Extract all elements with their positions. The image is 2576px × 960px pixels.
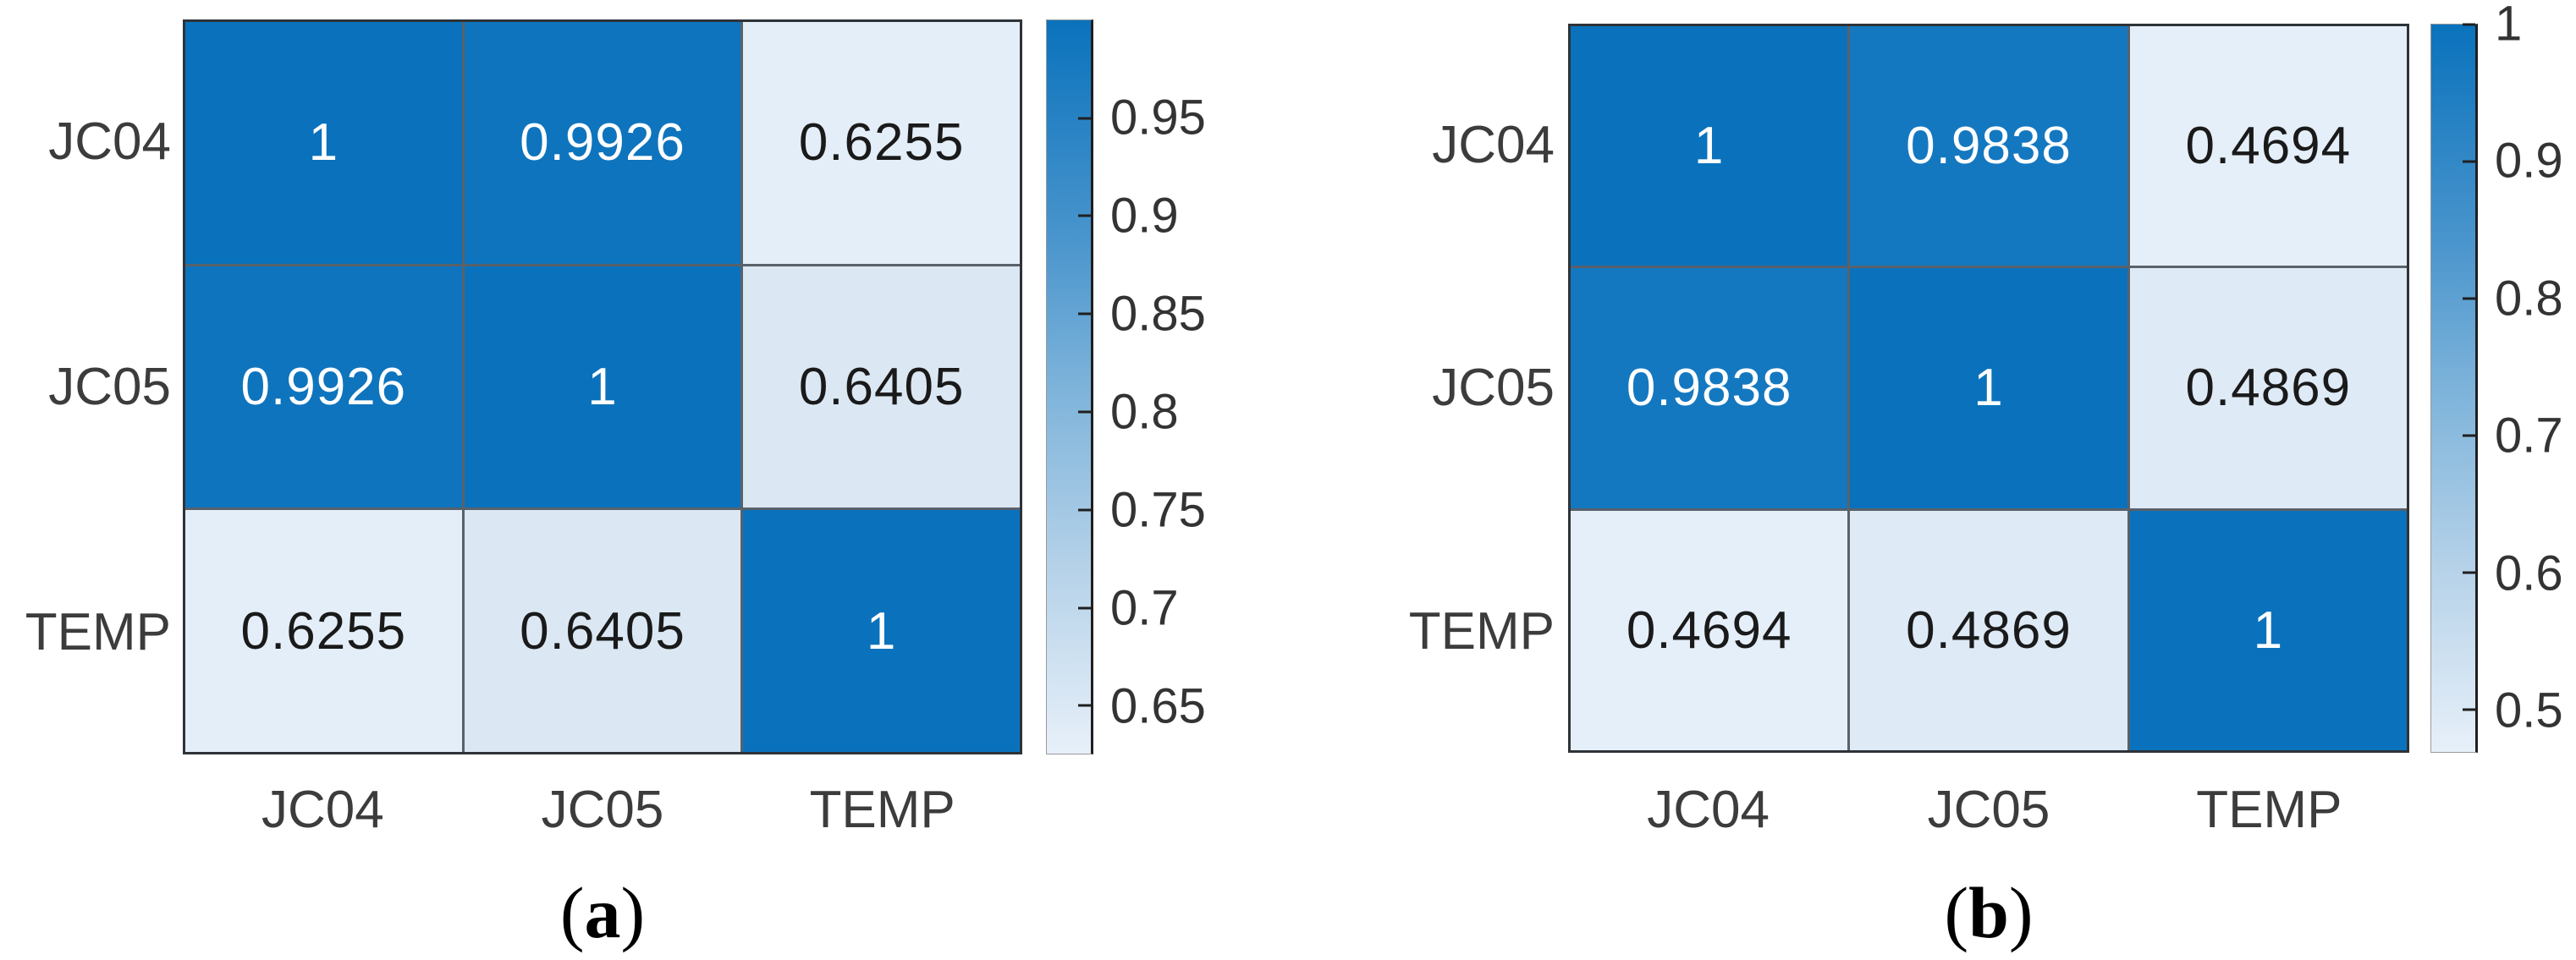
col-label: JC04 — [261, 781, 384, 839]
caption-paren: ) — [620, 872, 646, 953]
heatmap-cell: 0.4869 — [1850, 510, 2127, 750]
heatmap-cell: 0.6255 — [743, 22, 1020, 264]
colorbar-tick — [1078, 704, 1091, 707]
colorbar-tick-label: 0.95 — [1110, 90, 1206, 145]
colorbar-tick — [2463, 571, 2475, 574]
row-label: TEMP — [25, 602, 171, 661]
heatmap-cell: 1 — [185, 22, 462, 264]
colorbar-tick — [1078, 214, 1091, 217]
colorbar-b-tick-labels: 1 0.9 0.8 0.7 0.6 0.5 — [2495, 0, 2576, 753]
panel-b-row-labels: JC04 JC05 TEMP — [1316, 24, 1555, 753]
heatmap-cell: 1 — [464, 266, 741, 508]
colorbar-tick — [1078, 312, 1091, 315]
colorbar-tick — [2463, 434, 2475, 437]
colorbar-tick-label: 0.9 — [1110, 188, 1179, 244]
colorbar-tick — [2463, 297, 2475, 300]
panel-b-col-labels: JC04 JC05 TEMP — [1568, 774, 2409, 846]
caption-paren: ( — [559, 872, 585, 953]
heatmap-cell: 0.4694 — [2129, 26, 2407, 266]
heatmap-cell: 0.9926 — [464, 22, 741, 264]
row-label: JC04 — [48, 112, 171, 172]
caption-paren: ) — [2008, 872, 2034, 953]
heatmap-cell: 0.9838 — [1571, 268, 1848, 508]
col-label: JC05 — [541, 781, 664, 839]
colorbar-tick-label: 0.65 — [1110, 678, 1206, 734]
colorbar-tick — [1078, 410, 1091, 414]
row-label: JC05 — [1432, 359, 1555, 418]
colorbar-tick-label: 0.7 — [1110, 580, 1179, 636]
heatmap-b: 1 0.9838 0.4694 0.9838 1 0.4869 0.4694 0… — [1568, 24, 2409, 753]
colorbar-b — [2430, 23, 2478, 753]
heatmap-cell: 0.6255 — [185, 510, 462, 752]
panel-a-col-labels: JC04 JC05 TEMP — [183, 774, 1022, 846]
colorbar-tick-label: 0.9 — [2495, 133, 2563, 189]
heatmap-cell: 0.9926 — [185, 266, 462, 508]
col-label: TEMP — [809, 781, 955, 839]
row-label: TEMP — [1408, 601, 1555, 661]
colorbar-tick-label: 0.85 — [1110, 286, 1206, 342]
heatmap-cell: 0.9838 — [1850, 26, 2127, 266]
colorbar-tick-label: 0.8 — [1110, 384, 1179, 440]
heatmap-cell: 1 — [2129, 510, 2407, 750]
caption-letter: b — [1968, 872, 2009, 953]
col-label: JC04 — [1647, 781, 1770, 839]
heatmap-cell: 1 — [743, 510, 1020, 752]
heatmap-a: 1 0.9926 0.6255 0.9926 1 0.6405 0.6255 0… — [183, 19, 1022, 754]
colorbar-tick — [1078, 117, 1091, 120]
colorbar-tick-label: 0.8 — [2495, 271, 2563, 326]
colorbar-tick-label: 0.6 — [2495, 546, 2563, 601]
colorbar-tick-label: 1 — [2495, 0, 2523, 52]
colorbar-tick — [2463, 708, 2475, 711]
heatmap-cell: 0.6405 — [464, 510, 741, 752]
colorbar-tick — [2463, 23, 2475, 26]
caption-letter: a — [584, 872, 621, 953]
panel-a-caption: (a) — [183, 866, 1022, 959]
panel-b-caption: (b) — [1568, 866, 2409, 959]
colorbar-tick-label: 0.5 — [2495, 683, 2563, 738]
colorbar-tick-label: 0.75 — [1110, 482, 1206, 538]
panel-a-row-labels: JC04 JC05 TEMP — [0, 19, 171, 754]
heatmap-cell: 0.4694 — [1571, 510, 1848, 750]
heatmap-cell: 0.4869 — [2129, 268, 2407, 508]
colorbar-tick — [1078, 606, 1091, 610]
col-label: JC05 — [1927, 781, 2050, 839]
colorbar-tick — [1078, 508, 1091, 512]
colorbar-a — [1046, 19, 1093, 754]
colorbar-tick-label: 0.7 — [2495, 408, 2563, 464]
colorbar-tick — [2463, 160, 2475, 163]
heatmap-cell: 1 — [1850, 268, 2127, 508]
row-label: JC05 — [48, 358, 171, 416]
heatmap-cell: 1 — [1571, 26, 1848, 266]
caption-paren: ( — [1944, 872, 1969, 953]
col-label: TEMP — [2196, 781, 2342, 839]
heatmap-cell: 0.6405 — [743, 266, 1020, 508]
row-label: JC04 — [1432, 116, 1555, 175]
colorbar-a-tick-labels: 0.95 0.9 0.85 0.8 0.75 0.7 0.65 — [1110, 19, 1254, 754]
